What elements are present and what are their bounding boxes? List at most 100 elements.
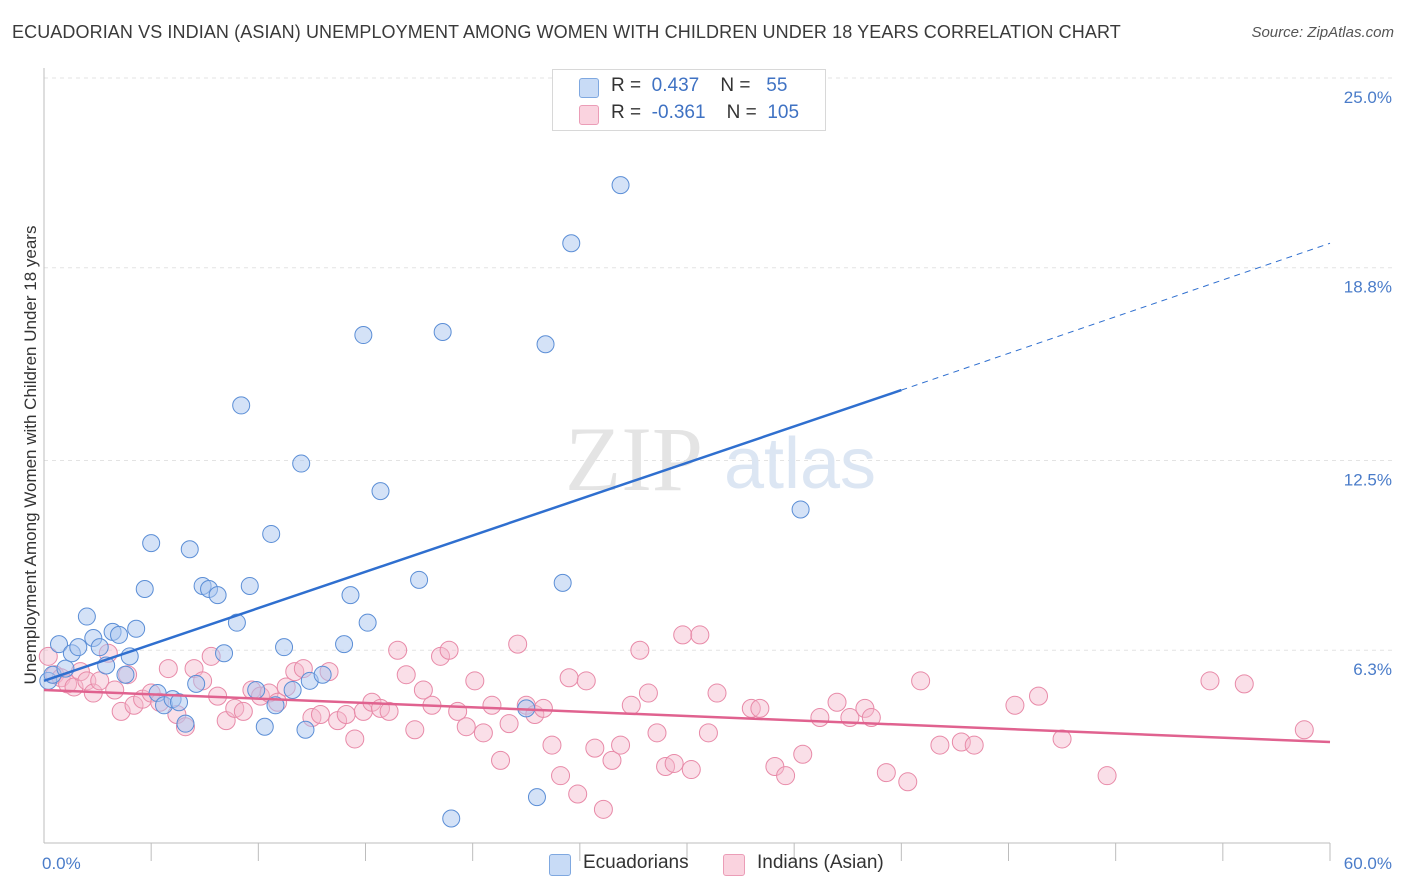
- indian-point: [621, 695, 641, 715]
- ecuadorian-point: [358, 613, 377, 632]
- legend-r-label: R =: [611, 75, 642, 96]
- ecuadorian-point: [296, 720, 315, 739]
- indian-point: [551, 766, 571, 786]
- indian-point: [499, 714, 519, 734]
- indian-point: [750, 698, 770, 718]
- ecuadorian-point: [142, 534, 161, 553]
- watermark-atlas: atlas: [724, 424, 876, 504]
- ecuadorian-point: [410, 570, 429, 589]
- ecuadorian-point: [313, 665, 332, 684]
- ecuadorian-point: [240, 576, 259, 595]
- indian-point: [473, 723, 493, 743]
- indian-point: [508, 634, 528, 654]
- ecuadorian-point: [180, 540, 199, 559]
- indian-point: [405, 720, 425, 740]
- source-label: Source: ZipAtlas.com: [1251, 24, 1394, 41]
- ecuadorian-point: [127, 619, 146, 638]
- indian-point: [413, 680, 433, 700]
- ecuadorian-point: [90, 638, 109, 657]
- indian-point: [533, 698, 553, 718]
- ecuadorian-trend-line: [43, 388, 902, 683]
- y-tick-label-0: 6.3%: [1353, 660, 1392, 679]
- ecuadorian-point: [275, 638, 294, 657]
- ecuadorian-point: [266, 696, 285, 715]
- indian-point: [776, 766, 796, 786]
- legend-n-value: 55: [766, 75, 788, 96]
- indian-point: [964, 735, 984, 755]
- ecuadorian-point: [187, 674, 206, 693]
- indian-point: [593, 799, 613, 819]
- ecuadorian-point: [527, 788, 546, 807]
- ecuadorians-series: [39, 176, 810, 828]
- ecuadorian-point: [208, 586, 227, 605]
- ecuadorian-point: [170, 693, 189, 712]
- legend-swatch-blue: [579, 78, 599, 98]
- indian-point: [638, 683, 658, 703]
- ecuadorian-point: [371, 482, 390, 501]
- ecuadorian-point: [292, 454, 311, 473]
- indian-point: [664, 753, 684, 773]
- legend-n-label: N =: [726, 102, 757, 123]
- ecuadorian-point: [176, 714, 195, 733]
- ecuadorian-point: [283, 681, 302, 699]
- y-axis-tick-labels: 6.3% 12.5% 18.8% 25.0%: [1344, 88, 1392, 679]
- indian-point: [456, 717, 476, 737]
- indian-point: [465, 671, 485, 691]
- ecuadorian-point: [262, 524, 281, 543]
- indian-point: [793, 744, 813, 764]
- correlation-legend: R = 0.437 N = 55 R = -0.361 N = 105: [552, 69, 826, 131]
- trend-lines: [43, 242, 1331, 744]
- ecuadorian-point: [553, 573, 572, 592]
- indian-point: [345, 729, 365, 749]
- indian-point: [810, 708, 830, 728]
- indian-point: [911, 671, 931, 691]
- indian-point: [1097, 766, 1117, 786]
- legend-r-value: -0.361: [651, 102, 706, 123]
- indian-point: [310, 704, 330, 724]
- indian-point: [542, 735, 562, 755]
- indian-point: [898, 772, 918, 792]
- indian-point: [568, 784, 588, 804]
- ecuadorian-point: [335, 635, 354, 654]
- ecuadorian-point: [69, 638, 88, 657]
- ecuadorian-point: [247, 681, 266, 699]
- ecuadorian-point: [135, 580, 154, 599]
- y-tick-label-2: 18.8%: [1344, 278, 1392, 297]
- indian-point: [576, 671, 596, 691]
- legend-n-label: N =: [720, 75, 751, 96]
- watermark: ZIP atlas: [565, 408, 876, 510]
- indian-point: [698, 723, 718, 743]
- ecuadorian-trend-extension: [901, 242, 1331, 391]
- x-tick-label-0: 0.0%: [42, 854, 81, 873]
- indian-point: [233, 701, 253, 721]
- ecuadorian-point: [442, 809, 461, 828]
- y-tick-label-1: 12.5%: [1344, 471, 1392, 490]
- x-axis-tick-labels: 0.0% 60.0%: [42, 854, 1392, 873]
- indian-point: [1029, 686, 1049, 706]
- indian-point: [396, 665, 416, 685]
- legend-r-value: 0.437: [651, 75, 700, 96]
- indian-point: [602, 750, 622, 770]
- indian-point: [681, 760, 701, 780]
- gridlines: [44, 77, 1392, 651]
- indian-point: [90, 671, 110, 691]
- watermark-zip: ZIP: [565, 408, 703, 510]
- indian-point: [491, 750, 511, 770]
- indian-point: [559, 668, 579, 688]
- x-tick-label-1: 60.0%: [1344, 854, 1392, 873]
- indian-point: [1294, 720, 1314, 740]
- indian-point: [611, 735, 631, 755]
- legend-swatch-pink: [579, 105, 599, 125]
- ecuadorian-point: [50, 635, 69, 654]
- indian-point: [482, 695, 502, 715]
- indian-point: [1005, 695, 1025, 715]
- indian-trend-line: [43, 688, 1331, 744]
- indian-point: [827, 692, 847, 712]
- ecuadorian-point: [611, 176, 630, 195]
- indian-point: [585, 738, 605, 758]
- legend-n-value: 105: [767, 102, 800, 123]
- ecuadorian-point: [791, 500, 810, 519]
- chart-title: ECUADORIAN VS INDIAN (ASIAN) UNEMPLOYMEN…: [12, 22, 1121, 42]
- ecuadorian-point: [232, 396, 251, 415]
- ecuadorian-point: [354, 326, 373, 345]
